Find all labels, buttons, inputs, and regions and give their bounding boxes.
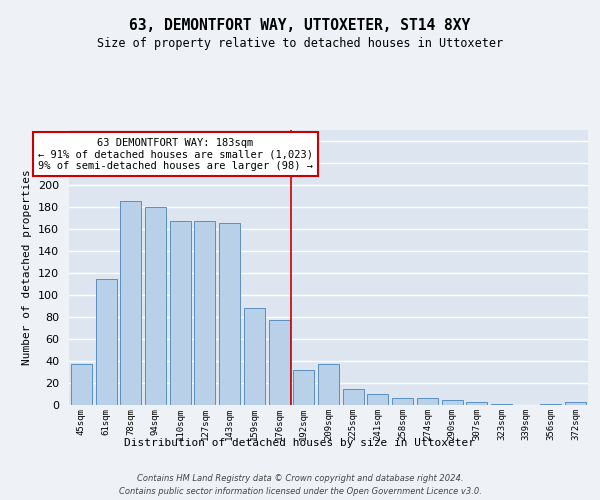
Text: Contains HM Land Registry data © Crown copyright and database right 2024.: Contains HM Land Registry data © Crown c… xyxy=(137,474,463,483)
Y-axis label: Number of detached properties: Number of detached properties xyxy=(22,170,32,366)
Bar xyxy=(170,222,191,405)
Bar xyxy=(343,388,364,405)
Text: 63, DEMONTFORT WAY, UTTOXETER, ST14 8XY: 63, DEMONTFORT WAY, UTTOXETER, ST14 8XY xyxy=(130,18,470,32)
Text: Contains public sector information licensed under the Open Government Licence v3: Contains public sector information licen… xyxy=(119,488,481,496)
Bar xyxy=(219,224,240,405)
Bar xyxy=(71,364,92,405)
Text: 63 DEMONTFORT WAY: 183sqm
← 91% of detached houses are smaller (1,023)
9% of sem: 63 DEMONTFORT WAY: 183sqm ← 91% of detac… xyxy=(38,138,313,171)
Bar xyxy=(318,364,339,405)
Bar xyxy=(269,320,290,405)
Bar xyxy=(392,398,413,405)
Bar xyxy=(367,394,388,405)
Bar xyxy=(417,398,438,405)
Bar xyxy=(466,402,487,405)
Bar xyxy=(491,404,512,405)
Bar xyxy=(120,202,141,405)
Bar xyxy=(95,278,116,405)
Bar xyxy=(565,402,586,405)
Bar xyxy=(145,207,166,405)
Bar xyxy=(541,404,562,405)
Bar xyxy=(244,308,265,405)
Bar xyxy=(442,400,463,405)
Bar xyxy=(194,222,215,405)
Text: Distribution of detached houses by size in Uttoxeter: Distribution of detached houses by size … xyxy=(125,438,476,448)
Text: Size of property relative to detached houses in Uttoxeter: Size of property relative to detached ho… xyxy=(97,38,503,51)
Bar xyxy=(293,370,314,405)
